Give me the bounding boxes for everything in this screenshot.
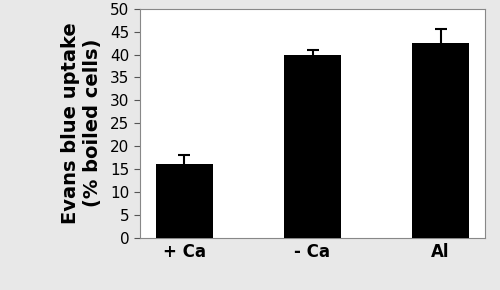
Bar [156,164,214,238]
Bar [412,43,470,238]
Y-axis label: Evans blue uptake
(% boiled cells): Evans blue uptake (% boiled cells) [61,22,102,224]
Bar [284,55,342,238]
